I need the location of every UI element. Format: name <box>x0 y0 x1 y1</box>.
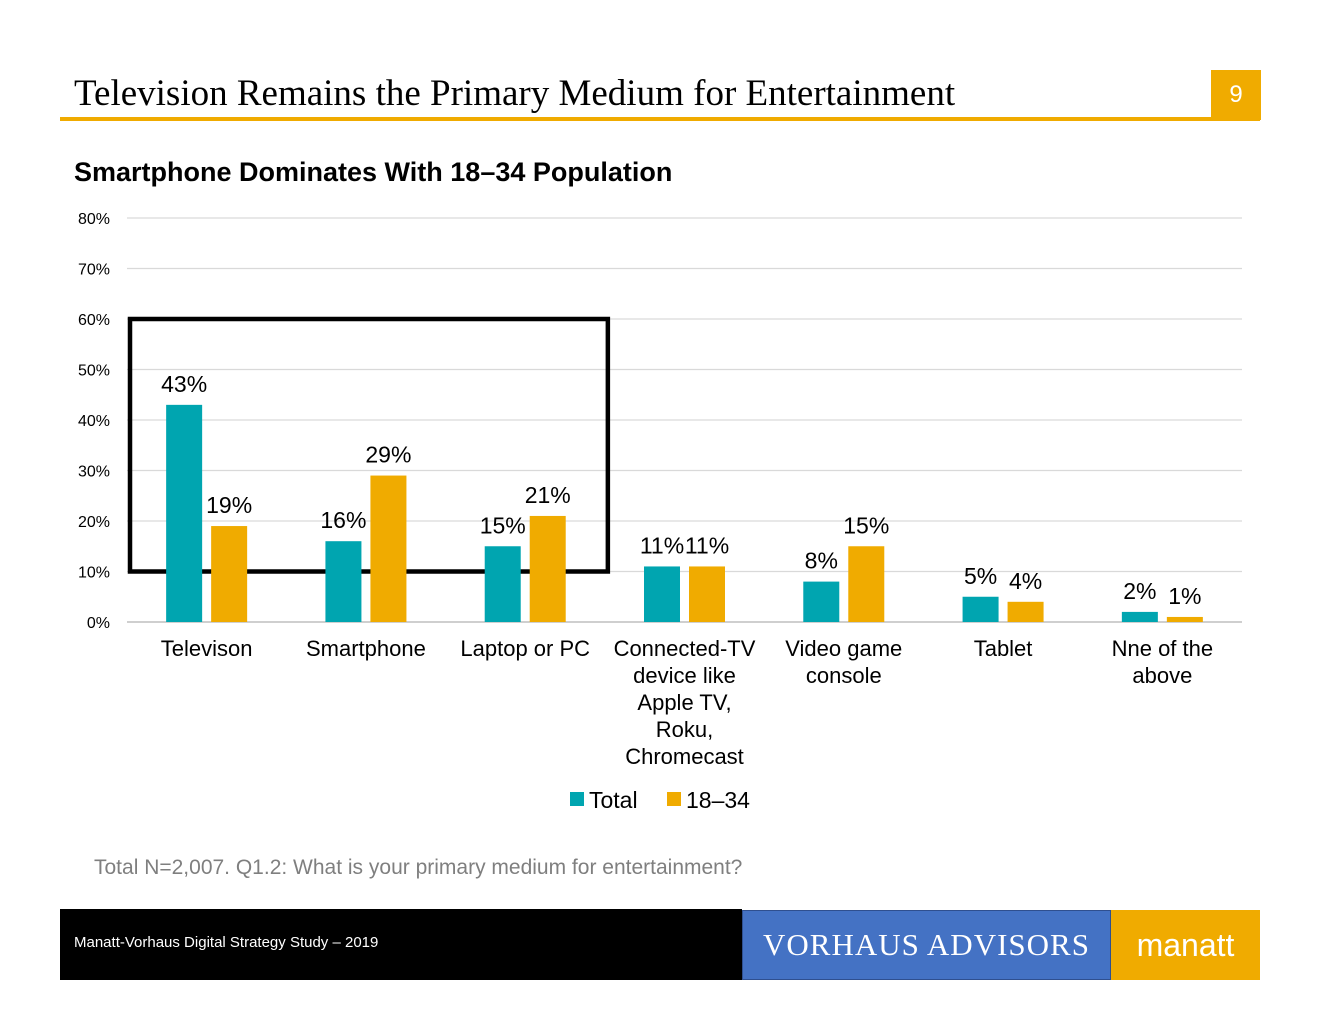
bar-18-34 <box>689 566 725 622</box>
data-label: 2% <box>1123 578 1156 604</box>
bar-total <box>644 566 680 622</box>
legend-swatch <box>570 792 584 806</box>
manatt-logo: manatt <box>1111 910 1260 980</box>
bar-total <box>325 541 362 622</box>
bar-total <box>1121 611 1158 622</box>
bar-total <box>803 581 840 622</box>
x-category-label: device like <box>633 663 736 688</box>
bar-total <box>484 546 521 622</box>
highlight-box <box>127 316 611 574</box>
data-label: 29% <box>365 442 411 468</box>
title-underline <box>60 117 1260 121</box>
data-label: 15% <box>843 512 889 538</box>
y-tick-label: 60% <box>78 312 110 329</box>
y-tick-label: 0% <box>87 615 110 632</box>
bar-18-34 <box>1166 616 1203 622</box>
data-label: 8% <box>805 548 838 574</box>
x-category-label: Smartphone <box>306 636 426 661</box>
data-label: 15% <box>480 512 526 538</box>
data-label: 19% <box>206 492 252 518</box>
data-label: 21% <box>525 482 571 508</box>
x-category-label: above <box>1132 663 1192 688</box>
chart-title: Smartphone Dominates With 18–34 Populati… <box>74 157 673 187</box>
footnote: Total N=2,007. Q1.2: What is your primar… <box>94 856 743 879</box>
data-label: 16% <box>320 507 366 533</box>
page-number: 9 <box>1211 70 1261 120</box>
legend-swatch <box>667 792 681 806</box>
bar-total <box>962 596 999 622</box>
slide-title: Television Remains the Primary Medium fo… <box>74 73 956 114</box>
bar-18-34 <box>370 475 407 622</box>
legend-label: Total <box>589 787 638 813</box>
x-category-label: Televison <box>161 636 253 661</box>
x-category-label: console <box>806 663 882 688</box>
x-category-label: Nne of the <box>1112 636 1214 661</box>
y-tick-label: 10% <box>78 565 110 582</box>
x-category-label: Laptop or PC <box>460 636 590 661</box>
bar-18-34 <box>529 515 566 622</box>
data-label: 5% <box>964 563 997 589</box>
bar-18-34 <box>848 546 885 622</box>
y-tick-label: 40% <box>78 413 110 430</box>
x-category-label: Chromecast <box>625 744 744 769</box>
data-label: 4% <box>1009 568 1042 594</box>
y-tick-label: 20% <box>78 514 110 531</box>
x-category-label: Roku, <box>656 717 713 742</box>
bar-18-34 <box>211 526 248 622</box>
x-category-label: Video game <box>785 636 902 661</box>
data-label: 11% <box>685 532 729 558</box>
legend-label: 18–34 <box>686 787 750 813</box>
x-category-label: Tablet <box>974 636 1033 661</box>
bar-18-34 <box>1007 601 1044 622</box>
y-tick-label: 70% <box>78 262 110 279</box>
x-category-label: Apple TV, <box>637 690 731 715</box>
vorhaus-advisors-logo: VORHAUS ADVISORS <box>742 910 1111 980</box>
data-label: 1% <box>1168 583 1201 609</box>
x-category-label: Connected-TV <box>614 636 756 661</box>
y-tick-label: 80% <box>78 211 110 228</box>
bar-total <box>166 404 203 622</box>
data-label: 11% <box>640 532 684 558</box>
footer-study-label: Manatt-Vorhaus Digital Strategy Study – … <box>74 934 379 951</box>
bar-chart: 0% 10% 20% 30% 40% 50% 60% 70% 80% 43% 19% Televiso… <box>78 211 1242 813</box>
footer-study-bar: Manatt-Vorhaus Digital Strategy Study – … <box>60 909 742 980</box>
y-tick-label: 30% <box>78 464 110 481</box>
y-tick-label: 50% <box>78 363 110 380</box>
data-label: 43% <box>161 371 207 397</box>
